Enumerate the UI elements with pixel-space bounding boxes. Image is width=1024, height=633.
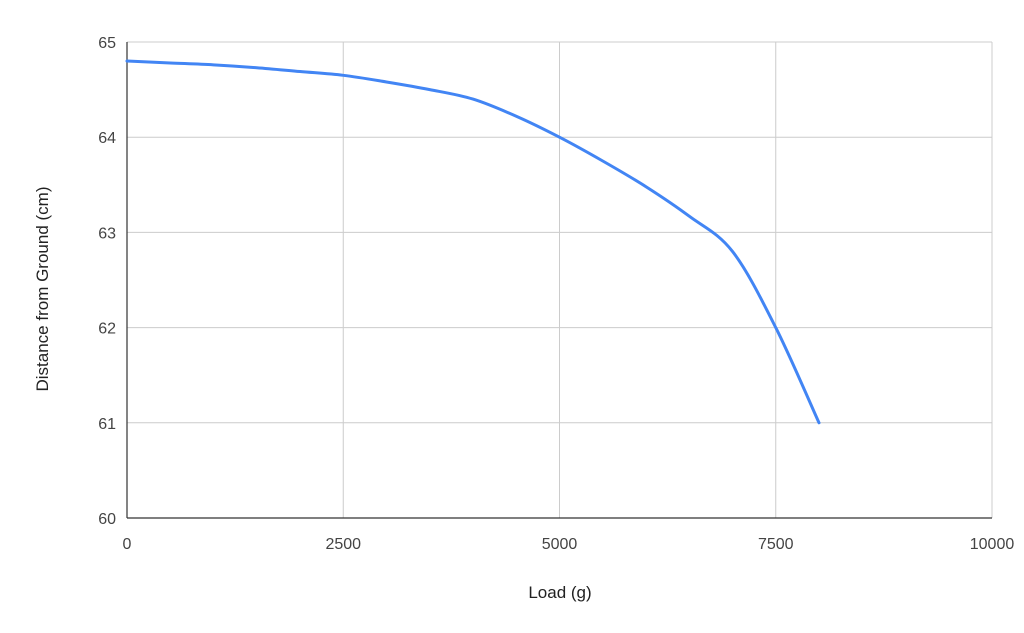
- x-tick-label: 10000: [970, 536, 1015, 553]
- y-tick-label: 63: [98, 225, 116, 242]
- y-tick-label: 61: [98, 416, 116, 433]
- x-tick-label: 5000: [542, 536, 578, 553]
- axes: [126, 42, 992, 519]
- gridlines: [127, 41, 993, 518]
- series: [125, 59, 821, 425]
- y-axis-title: Distance from Ground (cm): [33, 187, 52, 392]
- x-axis-title: Load (g): [528, 583, 591, 602]
- y-tick-label: 64: [98, 130, 116, 147]
- y-tick-label: 65: [98, 35, 116, 52]
- y-tick-label: 60: [98, 511, 116, 528]
- x-tick-label: 2500: [325, 536, 361, 553]
- x-tick-label: 7500: [758, 536, 794, 553]
- tick-labels: 0 2500 5000 7500 10000 60 61 62 63 64 65: [98, 35, 1014, 553]
- x-tick-label: 0: [123, 536, 132, 553]
- series-line: [125, 59, 821, 425]
- y-tick-label: 62: [98, 321, 116, 338]
